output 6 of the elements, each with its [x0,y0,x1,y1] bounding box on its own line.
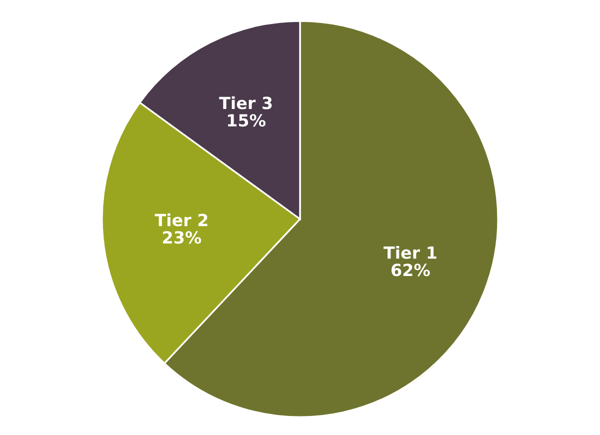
data-label: 62% [392,264,430,276]
slice-label: Tier 1 [384,246,436,259]
slice-label: Tier 3 [219,96,272,110]
data-label: 15% [228,114,266,127]
slice-label: Tier 2 [154,213,208,226]
data-label: 23% [163,231,202,244]
